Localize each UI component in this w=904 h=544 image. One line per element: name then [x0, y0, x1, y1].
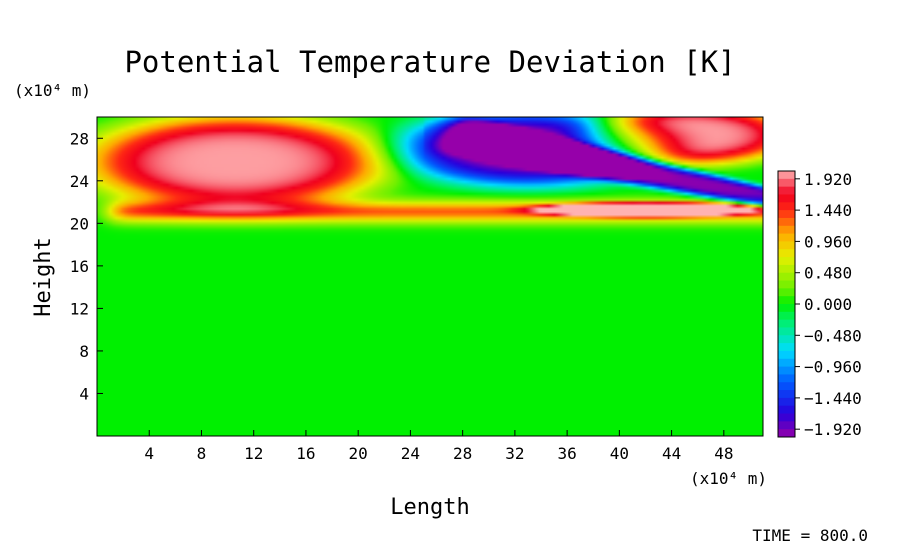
x-tick-label: 48 — [714, 444, 733, 463]
chart-title: Potential Temperature Deviation [K] — [124, 45, 735, 79]
x-tick-label: 40 — [610, 444, 629, 463]
colorbar-tick-label: −0.960 — [804, 358, 862, 377]
x-axis-label: Length — [390, 495, 469, 520]
colorbar-segment — [778, 366, 795, 375]
colorbar-segment — [778, 335, 795, 344]
colorbar-segment — [778, 257, 795, 266]
colorbar-segment — [778, 225, 795, 235]
colorbar-tick-label: 0.000 — [804, 295, 852, 314]
colorbar-segment — [778, 327, 795, 336]
colorbar-segment — [778, 319, 795, 328]
heatmap-field — [97, 117, 763, 436]
x-tick-label: 20 — [349, 444, 368, 463]
y-axis-label: Height — [31, 237, 56, 316]
colorbar-segment — [778, 186, 795, 195]
colorbar-segment — [778, 429, 795, 438]
colorbar-segment — [778, 390, 795, 399]
y-tick-label: 8 — [79, 342, 89, 361]
y-unit-label: (x10⁴ m) — [14, 81, 91, 100]
colorbar-segment — [778, 382, 795, 391]
x-tick-label: 4 — [144, 444, 154, 463]
x-tick-label: 36 — [557, 444, 576, 463]
colorbar-ticks: 1.920 1.440 0.960 0.480 0.000 −0.480 −0.960 −1.… — [795, 170, 862, 439]
colorbar-segment — [778, 178, 795, 188]
y-tick-label: 12 — [70, 299, 89, 318]
y-axis-ticks: 4 8 12 16 20 24 28 — [70, 129, 103, 403]
colorbar-segment — [778, 194, 795, 203]
x-tick-label: 44 — [662, 444, 681, 463]
colorbar-segment — [778, 233, 795, 242]
colorbar-tick-label: 1.440 — [804, 201, 852, 220]
colorbar-segment — [778, 171, 795, 180]
y-tick-label: 24 — [70, 172, 89, 191]
colorbar-segment — [778, 202, 795, 211]
x-tick-label: 16 — [296, 444, 315, 463]
colorbar-segment — [778, 413, 795, 422]
colorbar-segment — [778, 304, 795, 313]
colorbar-tick-label: −0.480 — [804, 326, 862, 345]
x-tick-label: 24 — [401, 444, 420, 463]
colorbar-segment — [778, 241, 795, 250]
x-tick-label: 28 — [453, 444, 472, 463]
x-tick-label: 8 — [197, 444, 207, 463]
y-tick-label: 16 — [70, 257, 89, 276]
colorbar-tick-label: 1.920 — [804, 170, 852, 189]
colorbar-tick-label: −1.920 — [804, 420, 862, 439]
colorbar-segment — [778, 296, 795, 305]
time-annotation: TIME = 800.0 — [752, 526, 868, 544]
colorbar-segment — [778, 343, 795, 352]
colorbar-tick-label: 0.480 — [804, 264, 852, 283]
colorbar-segment — [778, 405, 795, 415]
x-tick-label: 32 — [505, 444, 524, 463]
colorbar-segment — [778, 280, 795, 289]
colorbar-segment — [778, 358, 795, 368]
colorbar-segment — [778, 374, 795, 383]
plot-frame — [96, 116, 764, 437]
colorbar-segment — [778, 350, 795, 360]
colorbar-segment — [778, 288, 795, 297]
colorbar-segment — [778, 210, 795, 219]
y-tick-label: 20 — [70, 214, 89, 233]
colorbar — [778, 171, 795, 438]
y-tick-label: 28 — [70, 129, 89, 148]
colorbar-tick-label: −1.440 — [804, 389, 862, 408]
colorbar-segment — [778, 311, 795, 321]
colorbar-tick-label: 0.960 — [804, 232, 852, 251]
y-tick-label: 4 — [79, 384, 89, 403]
colorbar-segment — [778, 421, 795, 430]
colorbar-segment — [778, 397, 795, 407]
colorbar-segment — [778, 272, 795, 282]
x-tick-label: 12 — [244, 444, 263, 463]
colorbar-segment — [778, 217, 795, 227]
colorbar-segment — [778, 264, 795, 274]
x-axis-ticks: 4 8 12 16 20 24 28 32 36 40 44 48 — [144, 430, 733, 463]
colorbar-segment — [778, 249, 795, 258]
x-unit-label: (x10⁴ m) — [690, 469, 767, 488]
